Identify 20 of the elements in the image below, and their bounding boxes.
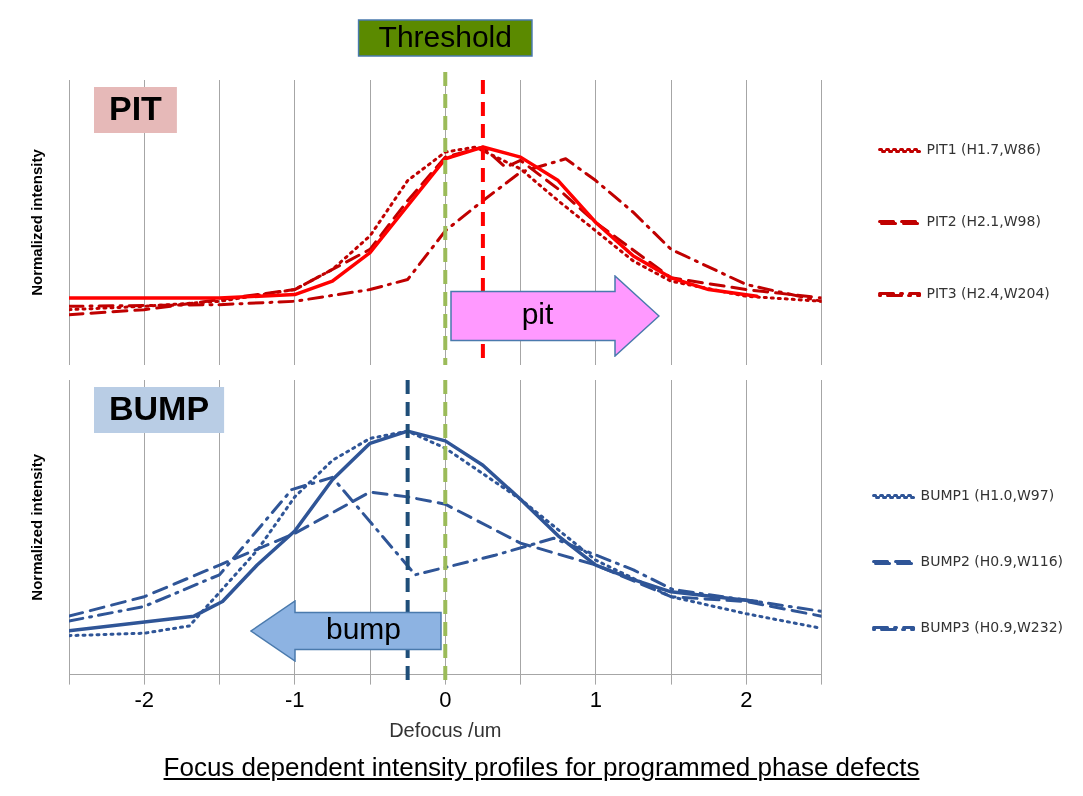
legend-label: BUMP1 (H1.0,W97) (920, 487, 1055, 504)
x-tick-label: 2 (740, 686, 753, 712)
annotation: bump (324, 612, 402, 646)
x-tick-label: -1 (284, 686, 305, 712)
text: BUMP (109, 389, 210, 428)
text: PIT (109, 89, 163, 128)
legend-label: BUMP2 (H0.9,W116) (920, 553, 1064, 570)
x-tick-label: 1 (589, 686, 602, 712)
y-axis-title: Normalized intensity (28, 453, 46, 601)
legend-label: BUMP3 (H0.9,W232) (920, 619, 1064, 636)
legend-label: PIT2 (H2.1,W98) (926, 213, 1041, 230)
x-tick-label: -2 (134, 686, 155, 712)
x-axis-title: Defocus /um (389, 718, 502, 741)
legend-label: PIT1 (H1.7,W86) (926, 141, 1041, 158)
ref-line-label: Threshold (378, 20, 512, 54)
text: Focus dependent intensity profiles for programmed phase defects (162, 752, 921, 783)
y-axis-title: Normalized intensity (28, 148, 46, 296)
annotation: pit (520, 297, 555, 331)
legend-label: PIT3 (H2.4,W204) (926, 285, 1050, 302)
x-tick-label: 0 (439, 686, 452, 712)
